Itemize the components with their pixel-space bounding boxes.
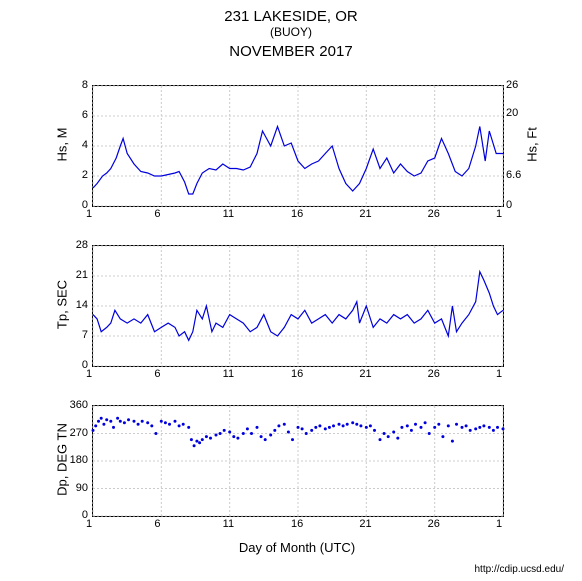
xtick-label: 11 [223,368,234,380]
ytick-label: 7 [82,329,88,341]
ytick-right-label: 26 [506,79,518,91]
ytick-label: 270 [70,427,88,439]
xtick-label: 1 [496,518,502,530]
xtick-label: 1 [496,208,502,220]
xtick-label: 16 [291,208,303,220]
ytick-right-label: 6.6 [506,169,521,181]
ytick-label: 4 [82,139,88,151]
ytick-label: 360 [70,399,88,411]
title-block: 231 LAKESIDE, OR (BUOY) NOVEMBER 2017 [0,0,582,60]
chart-hs [92,85,504,207]
xtick-label: 21 [359,208,371,220]
station-title: 231 LAKESIDE, OR [0,8,582,25]
ytick-right-label: 20 [506,107,518,119]
ytick-label: 6 [82,109,88,121]
xtick-label: 11 [223,518,234,530]
x-axis-label: Day of Month (UTC) [92,540,502,555]
source-url: http://cdip.ucsd.edu/ [474,564,564,575]
xtick-label: 1 [496,368,502,380]
ylabel-hs: Hs, M [55,95,70,195]
xtick-label: 6 [154,518,160,530]
ytick-label: 14 [76,299,88,311]
ylabel-tp: Tp, SEC [55,255,70,355]
xtick-label: 21 [359,368,371,380]
ytick-label: 28 [76,239,88,251]
xtick-label: 6 [154,208,160,220]
xtick-label: 1 [86,368,92,380]
xtick-label: 6 [154,368,160,380]
xtick-label: 1 [86,208,92,220]
month-title: NOVEMBER 2017 [0,43,582,60]
ytick-label: 90 [76,482,88,494]
chart-tp [92,245,504,367]
ytick-right-label: 0 [506,199,512,211]
ytick-label: 8 [82,79,88,91]
xtick-label: 16 [291,518,303,530]
xtick-label: 26 [428,208,440,220]
station-subtitle: (BUOY) [0,25,582,39]
xtick-label: 26 [428,368,440,380]
chart-dp [92,405,504,517]
ytick-label: 21 [76,269,88,281]
xtick-label: 1 [86,518,92,530]
ytick-label: 2 [82,169,88,181]
xtick-label: 26 [428,518,440,530]
xtick-label: 16 [291,368,303,380]
xtick-label: 11 [223,208,234,220]
ylabel-right-hs: Hs, Ft [525,95,540,195]
xtick-label: 21 [359,518,371,530]
ytick-label: 180 [70,454,88,466]
ylabel-dp: Dp, DEG TN [55,410,70,510]
